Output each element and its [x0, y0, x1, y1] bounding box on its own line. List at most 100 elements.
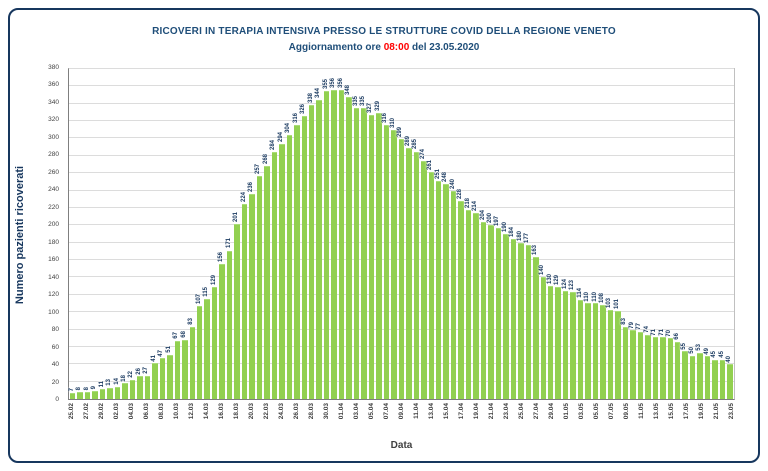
x-tick-slot: [436, 403, 444, 435]
bar: [727, 364, 733, 399]
bar-value-label: 71: [658, 328, 665, 336]
y-tick-label: 320: [48, 116, 59, 124]
bar: [144, 375, 151, 399]
bar: [346, 96, 352, 399]
bar-slot: 274: [420, 69, 427, 399]
bar: [637, 332, 644, 399]
bar: [443, 183, 449, 399]
gridline: [69, 102, 734, 104]
y-tick-label: 0: [55, 396, 59, 403]
bar-slot: 316: [382, 69, 390, 399]
bar-value-label: 11: [98, 381, 105, 388]
y-axis-title: Numero pazienti ricoverati: [14, 165, 26, 305]
bar-slot: 355: [323, 69, 330, 399]
bar: [129, 379, 136, 399]
bar-slot: 26: [136, 69, 143, 399]
bar-slot: 140: [539, 69, 547, 399]
x-tick-slot: 17.05: [683, 403, 691, 435]
bar-slot: 71: [651, 69, 659, 399]
x-tick-slot: 19.04: [473, 403, 481, 435]
bar-slot: 108: [599, 69, 606, 399]
bar-slot: 248: [442, 69, 449, 399]
x-tick-slot: [706, 403, 714, 435]
bar-slot: 326: [300, 69, 308, 399]
bar: [92, 391, 98, 399]
bar-value-label: 83: [621, 318, 628, 325]
bar: [167, 354, 173, 399]
bar: [704, 356, 711, 399]
bar-slot: 27: [143, 69, 151, 399]
bar-slot: 200: [487, 69, 494, 399]
x-tick-slot: [301, 403, 309, 435]
bar-value-label: 130: [546, 274, 553, 285]
bar: [548, 286, 554, 399]
x-tick-label: 17.04: [458, 403, 466, 420]
bar-value-label: 115: [203, 287, 210, 298]
bar-value-label: 171: [225, 238, 232, 249]
bar-slot: 11: [99, 69, 106, 399]
bar-value-label: 316: [292, 112, 299, 123]
bar: [398, 139, 405, 399]
bar: [391, 129, 397, 399]
bar-slot: 83: [188, 69, 196, 399]
bar-value-label: 268: [262, 154, 269, 165]
x-tick-slot: 15.04: [443, 403, 451, 435]
bar-slot: 8: [76, 69, 83, 399]
bar-value-label: 27: [143, 366, 150, 374]
x-tick-slot: [91, 403, 99, 435]
x-tick-label: 25.02: [68, 403, 76, 420]
x-tick-label: 07.05: [608, 403, 616, 420]
x-tick-slot: 05.05: [593, 403, 601, 435]
x-tick-label: 01.05: [563, 403, 571, 420]
bar: [480, 221, 487, 399]
bar-value-label: 53: [696, 344, 703, 351]
x-tick-slot: [106, 403, 114, 435]
x-tick-label: 02.03: [113, 403, 121, 420]
bar-value-label: 200: [486, 213, 493, 224]
x-tick-slot: 15.05: [668, 403, 676, 435]
x-tick-slot: [211, 403, 219, 435]
bar: [518, 242, 524, 399]
bar: [84, 392, 91, 399]
bar: [660, 337, 666, 399]
y-tick-label: 140: [48, 273, 59, 281]
y-tick-label: 280: [48, 151, 59, 159]
x-tick-slot: [406, 403, 414, 435]
x-tick-slot: 23.05: [728, 403, 736, 435]
bar-slot: 55: [681, 69, 688, 399]
x-tick-label: 05.05: [593, 403, 601, 420]
x-tick-slot: 28.03: [308, 403, 316, 435]
x-tick-label: 20.03: [248, 403, 256, 420]
x-tick-label: 01.04: [338, 403, 346, 420]
bar-value-label: 335: [360, 96, 367, 107]
bar-value-label: 14: [113, 378, 120, 385]
bar-value-label: 66: [673, 333, 680, 340]
bar-value-label: 289: [404, 136, 411, 147]
bar: [503, 234, 509, 399]
x-tick-slot: 22.03: [263, 403, 271, 435]
bar-slot: 304: [285, 69, 293, 399]
bar: [294, 124, 300, 399]
bar-slot: 14: [114, 69, 121, 399]
subtitle-suffix: del 23.05.2020: [409, 42, 480, 53]
bar-slot: 356: [338, 69, 345, 399]
bar-value-label: 129: [210, 274, 217, 285]
bar: [540, 277, 546, 399]
bar-slot: 228: [457, 69, 464, 399]
bar: [309, 105, 315, 399]
bar-slot: 71: [659, 69, 666, 399]
bar-value-label: 70: [666, 329, 673, 337]
bar-slot: 338: [308, 69, 315, 399]
x-tick-slot: [136, 403, 144, 435]
bar-slot: 53: [696, 69, 703, 399]
bar: [271, 152, 278, 399]
bar-value-label: 77: [636, 323, 643, 331]
bar-value-label: 356: [337, 77, 344, 88]
bar-slot: 329: [375, 69, 382, 399]
bar-slot: 110: [592, 69, 599, 399]
x-tick-slot: [676, 403, 684, 435]
bar-slot: 129: [554, 69, 561, 399]
x-tick-slot: 23.04: [503, 403, 511, 435]
bar-value-label: 45: [718, 351, 725, 358]
bar: [353, 108, 360, 399]
